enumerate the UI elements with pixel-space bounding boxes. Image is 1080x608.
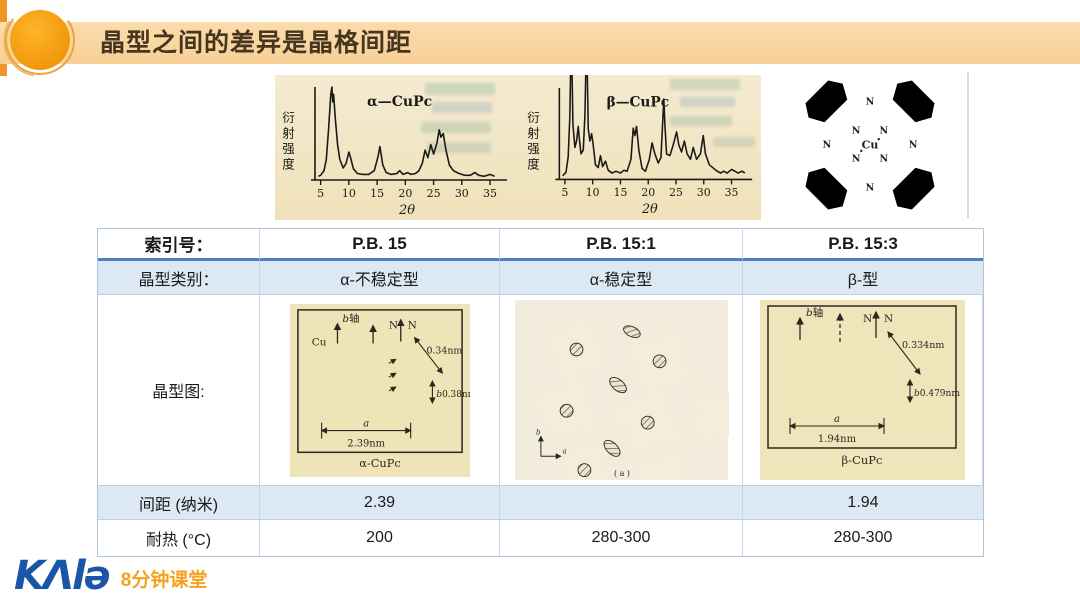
svg-text:b: b — [535, 429, 539, 437]
crystal-comparison-table: 索引号： P.B. 15 P.B. 15:1 P.B. 15:3 晶型类别： α… — [97, 228, 984, 557]
cu-label: Cu — [862, 139, 879, 152]
svg-text:5: 5 — [317, 187, 324, 200]
cell-heat-pb15: 200 — [260, 520, 500, 556]
n-label: N — [863, 313, 872, 325]
cell-crystal-type-pb153: β-型 — [743, 261, 983, 295]
svg-text:25: 25 — [669, 186, 683, 199]
a-spacing-value: 1.94nm — [818, 434, 857, 445]
svg-text:b0.479nm: b0.479nm — [914, 389, 960, 399]
cell-crystal-type-pb15: α-不稳定型 — [260, 261, 500, 295]
diagram-caption: ( a ) — [614, 469, 630, 478]
svg-text:15: 15 — [370, 187, 384, 200]
spacing-034: 0.34nm — [426, 345, 462, 356]
n-label: N — [866, 183, 875, 194]
svg-text:b0.38nm: b0.38nm — [436, 389, 470, 399]
brand-logo: KΛlə 8分钟课堂 — [14, 554, 207, 598]
svg-text:35: 35 — [483, 187, 497, 200]
table-header-pb15: P.B. 15 — [260, 229, 500, 261]
title-banner — [0, 22, 1080, 64]
cupc-structure-icon: Cu N N N N N N N N — [798, 73, 942, 217]
row-label-spacing: 间距 (纳米) — [98, 486, 260, 520]
page-title: 晶型之间的差异是晶格间距 — [100, 29, 413, 57]
table-header-pb151: P.B. 15:1 — [500, 229, 743, 261]
paper-bleedthrough — [670, 79, 740, 90]
xrd-beta-xlabel: 2θ — [641, 202, 658, 217]
svg-text:25: 25 — [427, 187, 441, 200]
svg-text:20: 20 — [641, 186, 655, 199]
svg-text:b轴: b轴 — [342, 311, 359, 324]
table-header-index: 索引号： — [98, 229, 260, 261]
table-header-pb153: P.B. 15:3 — [743, 229, 983, 261]
svg-text:15: 15 — [614, 186, 628, 199]
xrd-beta-series-label: β—CuPc — [607, 95, 670, 111]
n-label: N — [388, 319, 397, 331]
svg-text:20: 20 — [398, 187, 412, 200]
alpha-cupc-diagram: b轴 Cu N N 0.34nm b0.38nm a 2.39nm α-CuPc — [289, 303, 470, 477]
xrd-scan-beta: 衍射强度 β—CuPc 2θ 5 10 15 20 25 30 35 — [520, 75, 761, 220]
diagram-caption: α-CuPc — [359, 456, 401, 470]
xrd-alpha-xlabel: 2θ — [398, 203, 415, 218]
cell-spacing-pb15: 2.39 — [260, 486, 500, 520]
svg-text:a: a — [834, 414, 840, 425]
paper-bleedthrough — [432, 102, 492, 113]
cell-spacing-pb153: 1.94 — [743, 486, 983, 520]
svg-text:10: 10 — [342, 187, 356, 200]
diagram-caption: β-CuPc — [842, 453, 883, 467]
n-label: N — [823, 140, 832, 151]
svg-text:a: a — [363, 418, 369, 429]
cell-crystal-type-pb151: α-稳定型 — [500, 261, 743, 295]
row-label-crystal-type: 晶型类别： — [98, 261, 260, 295]
xrd-plot-alpha: α—CuPc 2θ 5 10 15 20 25 30 35 — [311, 86, 507, 218]
logo-wordmark: KΛlə — [14, 553, 111, 599]
svg-text:5: 5 — [561, 186, 568, 199]
n-label: N — [884, 313, 893, 325]
cell-heat-pb151: 280-300 — [500, 520, 743, 556]
cell-diagram-alpha-stable: b a ( a ) — [500, 295, 743, 486]
n-label: N — [880, 126, 889, 137]
svg-text:35: 35 — [725, 186, 739, 199]
cu-label: Cu — [311, 336, 326, 348]
n-label: N — [880, 153, 889, 164]
paper-bleedthrough — [713, 137, 755, 147]
xrd-scan-alpha: 衍射强度 α—CuPc 2θ 5 10 15 20 25 30 35 — [275, 75, 520, 220]
sun-decoration-icon — [3, 3, 77, 77]
n-label: N — [852, 153, 861, 164]
svg-text:30: 30 — [455, 187, 469, 200]
svg-text:30: 30 — [697, 186, 711, 199]
paper-bleedthrough — [421, 122, 491, 133]
row-label-heat: 耐热 (°C) — [98, 520, 260, 556]
paper-bleedthrough — [427, 142, 491, 153]
paper-bleedthrough — [425, 83, 495, 95]
svg-text:10: 10 — [586, 186, 600, 199]
n-label: N — [866, 96, 875, 107]
n-label: N — [909, 140, 918, 151]
svg-text:a: a — [562, 447, 566, 455]
paper-bleedthrough — [680, 97, 735, 107]
xrd-alpha-series-label: α—CuPc — [367, 94, 432, 110]
cell-spacing-pb151 — [500, 486, 743, 520]
spacing-0334: 0.334nm — [902, 340, 944, 351]
paper-bleedthrough — [670, 116, 732, 126]
n-label: N — [852, 126, 861, 137]
cell-diagram-alpha: b轴 Cu N N 0.34nm b0.38nm a 2.39nm α-CuPc — [260, 295, 500, 486]
cupc-molecule-figure: Cu N N N N N N N N — [773, 72, 969, 218]
xrd-alpha-ylabel: 衍射强度 — [280, 111, 295, 173]
logo-tagline: 8分钟课堂 — [120, 570, 208, 591]
cell-diagram-beta: b轴 N N 0.334nm b0.479nm a 1.94nm β-CuPc — [743, 295, 983, 486]
row-label-crystal-diagram: 晶型图: — [98, 295, 260, 486]
xrd-plot-beta: β—CuPc 2θ 5 10 15 20 25 30 35 — [555, 75, 753, 217]
cell-heat-pb153: 280-300 — [743, 520, 983, 556]
alpha-stable-diagram: b a ( a ) — [514, 300, 729, 480]
xrd-beta-ylabel: 衍射强度 — [525, 111, 540, 173]
a-spacing-value: 2.39nm — [347, 438, 385, 449]
n-label: N — [407, 319, 416, 331]
svg-text:b轴: b轴 — [806, 306, 823, 319]
beta-cupc-diagram: b轴 N N 0.334nm b0.479nm a 1.94nm β-CuPc — [760, 300, 965, 480]
